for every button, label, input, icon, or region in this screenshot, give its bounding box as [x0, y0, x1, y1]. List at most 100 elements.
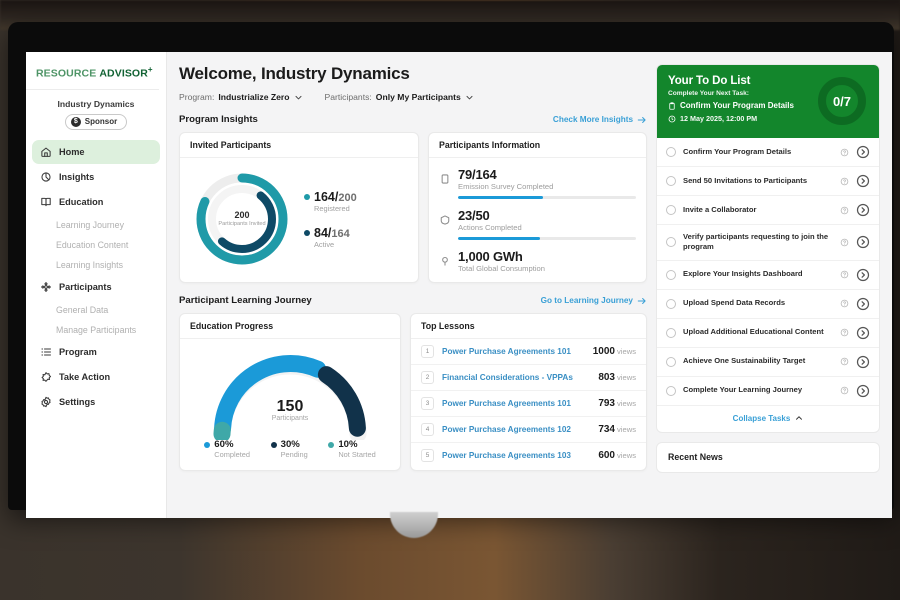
todo-task-row[interactable]: Complete Your Learning Journey [657, 377, 879, 406]
lesson-name[interactable]: Power Purchase Agreements 102 [442, 425, 571, 434]
legend-dot [328, 441, 335, 448]
sidebar-item-participants[interactable]: Participants [32, 275, 160, 299]
lesson-name[interactable]: Power Purchase Agreements 103 [442, 451, 571, 460]
sponsor-badge[interactable]: $ Sponsor [64, 113, 128, 130]
lesson-rank: 4 [421, 423, 434, 436]
donut-center-label: Participants Invited [218, 221, 266, 227]
chevron-right-circle-icon[interactable] [856, 326, 870, 340]
go-to-learning-journey-label: Go to Learning Journey [540, 296, 633, 305]
arrow-right-icon [637, 296, 647, 306]
lesson-name[interactable]: Power Purchase Agreements 101 [442, 347, 571, 356]
clipboard-icon [668, 101, 676, 110]
task-checkbox[interactable] [666, 385, 676, 396]
participants-info-label: Total Global Consumption [458, 264, 545, 273]
todo-task-row[interactable]: Upload Additional Educational Content [657, 319, 879, 348]
gauge-legend-value: 30% [280, 439, 300, 450]
todo-task-row[interactable]: Explore Your Insights Dashboard [657, 261, 879, 290]
chevron-right-circle-icon[interactable] [856, 174, 870, 188]
right-rail: Your To Do List Complete Your Next Task:… [656, 52, 892, 518]
todo-card: Your To Do List Complete Your Next Task:… [656, 64, 880, 433]
todo-next-task: Confirm Your Program Details [680, 101, 794, 110]
lesson-row[interactable]: 4 Power Purchase Agreements 102 734 views [411, 417, 646, 443]
help-icon[interactable] [840, 386, 849, 395]
gauge-legend-label: Not Started [338, 450, 376, 459]
task-checkbox[interactable] [666, 327, 676, 338]
chevron-right-circle-icon[interactable] [856, 203, 870, 217]
sidebar-subitem-manage-participants[interactable]: Manage Participants [56, 324, 137, 335]
sidebar-subitem-learning-insights[interactable]: Learning Insights [56, 259, 123, 270]
sidebar-item-program[interactable]: Program [32, 340, 160, 364]
sidebar-item-settings[interactable]: Settings [32, 390, 160, 414]
lesson-row[interactable]: 1 Power Purchase Agreements 101 1000 views [411, 339, 646, 365]
task-checkbox[interactable] [666, 298, 676, 309]
sidebar-subitem-learning-journey[interactable]: Learning Journey [56, 219, 124, 230]
task-checkbox[interactable] [666, 205, 676, 215]
help-icon[interactable] [840, 299, 849, 308]
todo-task-row[interactable]: Upload Spend Data Records [657, 290, 879, 319]
lesson-row[interactable]: 3 Power Purchase Agreements 101 793 views [411, 391, 646, 417]
todo-task-row[interactable]: Achieve One Sustainability Target [657, 348, 879, 377]
lesson-row[interactable]: 5 Power Purchase Agreements 103 600 views [411, 443, 646, 468]
help-icon[interactable] [840, 357, 849, 366]
task-checkbox[interactable] [666, 237, 676, 248]
sponsor-label: Sponsor [84, 117, 118, 126]
todo-header: Your To Do List Complete Your Next Task:… [657, 65, 879, 138]
todo-task-row[interactable]: Confirm Your Program Details [657, 138, 879, 167]
check-more-insights-label: Check More Insights [552, 115, 633, 124]
check-more-insights-link[interactable]: Check More Insights [553, 115, 647, 125]
lesson-row[interactable]: 2 Financial Considerations - VPPAs 803 view… [411, 365, 646, 391]
task-checkbox[interactable] [666, 176, 676, 186]
lesson-name[interactable]: Power Purchase Agreements 101 [442, 399, 571, 408]
chevron-down-icon[interactable] [294, 93, 303, 102]
donut-center-value: 200 [234, 210, 250, 220]
org-name: Industry Dynamics [57, 98, 135, 109]
task-checkbox[interactable] [666, 147, 676, 157]
participants-info-item: 23/50 Actions Completed [439, 208, 636, 240]
sidebar-nav: Home Insights Education Learning Journey Edu… [26, 138, 166, 414]
help-icon[interactable] [840, 177, 849, 186]
screen: RESOURCE ADVISOR+ Industry Dynamics $ Sp… [26, 52, 892, 518]
chevron-right-circle-icon[interactable] [856, 268, 870, 282]
legend-label: Registered [314, 203, 350, 213]
todo-task-list: Confirm Your Program Details Send 50 Invi… [657, 138, 879, 406]
legend-dot [304, 193, 310, 200]
participants-info-label: Emission Survey Completed [458, 182, 554, 191]
sidebar-subitem-general-data[interactable]: General Data [56, 304, 109, 315]
participants-info-value: 23/50 [458, 208, 490, 223]
help-icon[interactable] [840, 270, 849, 279]
chevron-right-circle-icon[interactable] [856, 384, 870, 398]
lesson-name[interactable]: Financial Considerations - VPPAs [442, 373, 573, 382]
sidebar-item-education[interactable]: Education [32, 190, 160, 214]
go-to-learning-journey-link[interactable]: Go to Learning Journey [541, 296, 647, 306]
participants-information-title: Participants Information [429, 133, 646, 158]
participants-info-item: 79/164 Emission Survey Completed [439, 167, 636, 199]
sidebar-item-take-action[interactable]: Take Action [32, 365, 160, 389]
collapse-tasks-button[interactable]: Collapse Tasks [657, 406, 879, 432]
sidebar-item-home[interactable]: Home [32, 139, 160, 164]
todo-task-row[interactable]: Invite a Collaborator [657, 196, 879, 225]
task-label: Send 50 Invitations to Participants [683, 175, 808, 185]
help-icon[interactable] [840, 238, 849, 247]
help-icon[interactable] [840, 328, 849, 337]
sidebar-subitem-education-content[interactable]: Education Content [56, 239, 129, 250]
help-icon[interactable] [840, 148, 849, 157]
filter-program[interactable]: Program: Industrialize Zero [179, 92, 303, 102]
section-title-learning-journey: Participant Learning Journey [179, 295, 312, 306]
survey-icon [439, 167, 451, 199]
chevron-down-icon[interactable] [465, 93, 474, 102]
chevron-right-circle-icon[interactable] [856, 145, 870, 159]
clock-icon [668, 115, 676, 123]
participants-information-body: 79/164 Emission Survey Completed 23/50 Acti… [429, 158, 646, 282]
sidebar-item-insights[interactable]: Insights [32, 165, 160, 189]
learning-journey-header: Participant Learning Journey Go to Learn… [179, 295, 647, 306]
chevron-right-circle-icon[interactable] [856, 297, 870, 311]
task-checkbox[interactable] [666, 356, 676, 367]
task-checkbox[interactable] [666, 269, 676, 280]
todo-task-row[interactable]: Send 50 Invitations to Participants [657, 167, 879, 196]
todo-task-row[interactable]: Verify participants requesting to join t… [657, 225, 879, 261]
chevron-right-circle-icon[interactable] [856, 235, 870, 249]
page-title: Welcome, Industry Dynamics [179, 64, 410, 83]
filter-participants[interactable]: Participants: Only My Participants [325, 92, 474, 102]
chevron-right-circle-icon[interactable] [856, 355, 870, 369]
help-icon[interactable] [840, 206, 849, 215]
